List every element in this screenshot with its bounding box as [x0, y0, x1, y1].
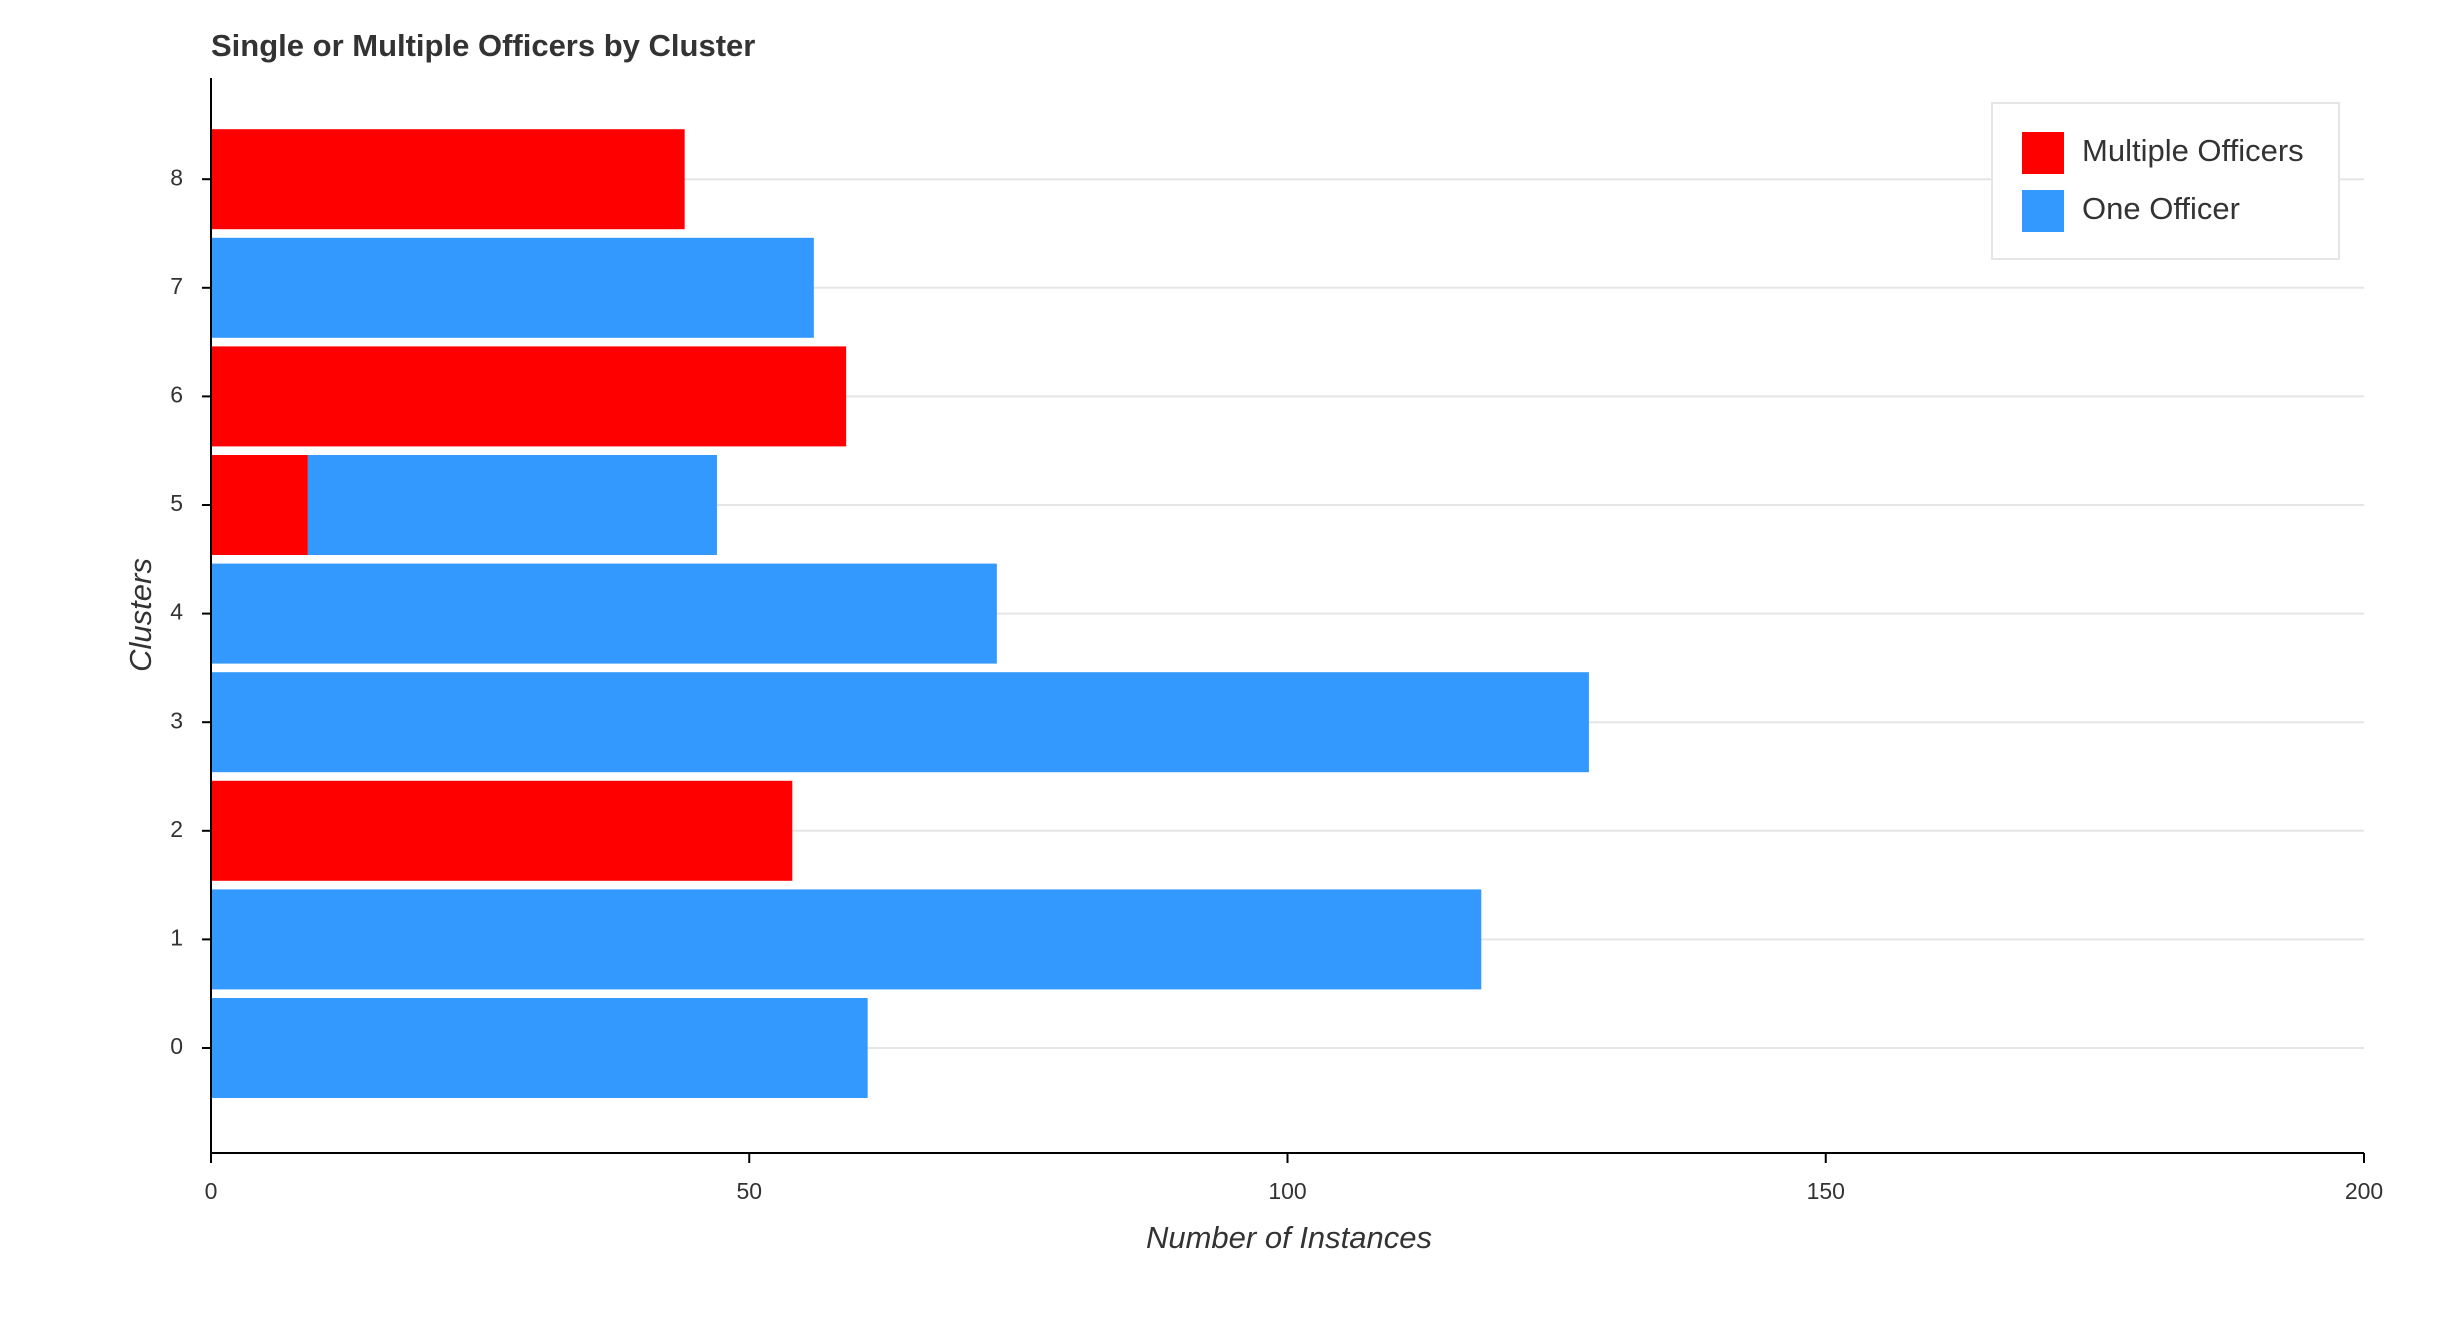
bar-segment — [211, 237, 814, 338]
x-tick-label: 200 — [2345, 1178, 2383, 1204]
x-tick-label: 150 — [1807, 1178, 1845, 1204]
legend: Multiple Officers One Officer — [1991, 102, 2340, 260]
y-tick-label: 2 — [170, 816, 183, 842]
y-tick-label: 5 — [170, 490, 183, 516]
y-tick-label: 1 — [170, 924, 183, 950]
legend-box — [1991, 102, 2340, 260]
legend-swatch — [2022, 132, 2064, 174]
bar-segment — [211, 455, 308, 555]
legend-label: Multiple Officers — [2082, 133, 2304, 168]
bar-segment — [211, 780, 793, 881]
x-tick-label: 100 — [1268, 1178, 1306, 1204]
bar-segment — [211, 672, 1589, 773]
chart-title: Single or Multiple Officers by Cluster — [211, 28, 755, 63]
y-tick-label: 0 — [170, 1033, 183, 1059]
y-axis-label: Clusters — [123, 558, 158, 672]
bar-segment — [211, 563, 997, 664]
y-tick-label: 7 — [170, 273, 183, 299]
y-tick-label: 6 — [170, 381, 183, 407]
y-tick-label: 4 — [170, 599, 183, 625]
bar-segment — [307, 455, 717, 555]
bar-segment — [211, 129, 685, 230]
y-tick-label: 3 — [170, 707, 183, 733]
legend-swatch — [2022, 190, 2064, 232]
bar-segment — [211, 889, 1482, 990]
x-tick-label: 0 — [205, 1178, 218, 1204]
bar-segment — [211, 346, 847, 447]
y-tick-label: 8 — [170, 164, 183, 190]
x-tick-label: 50 — [736, 1178, 762, 1204]
bar-segment — [211, 998, 868, 1098]
legend-label: One Officer — [2082, 191, 2240, 226]
x-axis-label: Number of Instances — [1146, 1220, 1432, 1255]
